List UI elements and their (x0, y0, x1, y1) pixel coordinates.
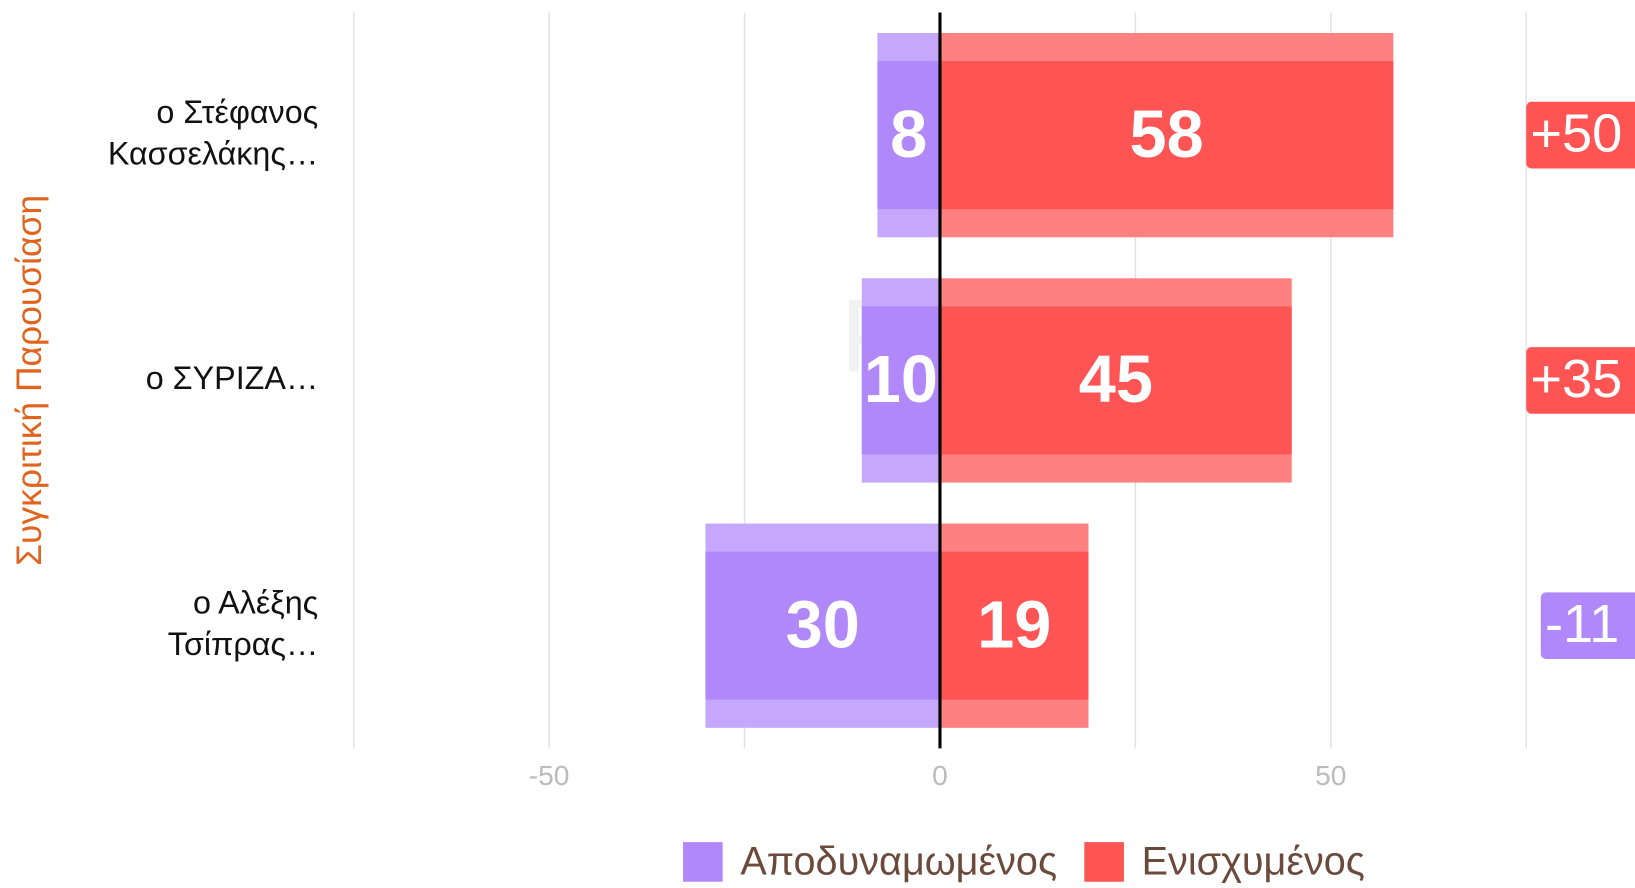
bar (705, 551, 940, 700)
x-tick-label: -50 (529, 760, 570, 791)
bar (939, 551, 1089, 700)
net-label: -11 (1545, 594, 1619, 654)
category-label: ο ΣΥΡΙΖΑ… (146, 360, 319, 396)
net-badge (1540, 592, 1635, 660)
x-tick-label: 50 (1315, 760, 1346, 791)
legend-swatch (1084, 842, 1124, 882)
net-label: +35 (1530, 349, 1622, 409)
net-badge (1526, 347, 1635, 414)
bar (877, 61, 940, 210)
category-label: ο Στέφανος (156, 94, 318, 130)
category-label: Τσίπρας… (168, 626, 318, 662)
legend-label: Αποδυναμωμένος (740, 839, 1057, 883)
category-label: Κασσελάκης… (108, 136, 318, 172)
data-label: 58 (1130, 98, 1204, 172)
x-tick-label: 0 (932, 760, 948, 791)
data-label: 10 (864, 343, 938, 417)
bar (861, 306, 940, 455)
data-label: 30 (786, 588, 860, 662)
data-label: 19 (977, 588, 1051, 662)
data-label: 45 (1079, 343, 1153, 417)
net-badge (1526, 101, 1635, 169)
legend-swatch (683, 842, 723, 882)
bar (939, 61, 1394, 210)
net-label: +50 (1530, 104, 1622, 164)
category-label: ο Αλέξης (193, 584, 318, 620)
bar (939, 306, 1292, 455)
data-label: 8 (890, 98, 927, 172)
legend-label: Ενισχυμένος (1142, 839, 1365, 883)
y-axis-label: Συγκριτική Παρουσίαση (9, 195, 49, 566)
